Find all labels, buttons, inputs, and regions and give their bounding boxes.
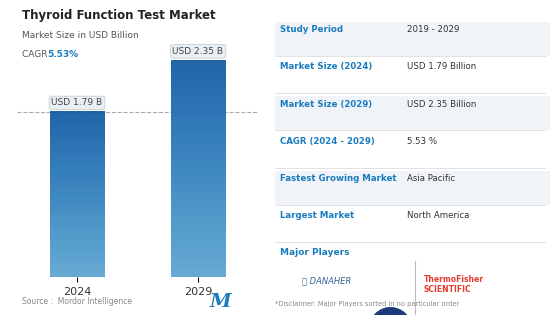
Text: Study Period: Study Period bbox=[280, 25, 344, 34]
Text: Asia Pacific: Asia Pacific bbox=[407, 174, 455, 183]
Text: Source :  Mordor Intelligence: Source : Mordor Intelligence bbox=[22, 296, 132, 306]
Text: Fastest Growing Market: Fastest Growing Market bbox=[280, 174, 397, 183]
Text: Market Size in USD Billion: Market Size in USD Billion bbox=[22, 32, 139, 41]
Text: USD 1.79 Billion: USD 1.79 Billion bbox=[407, 62, 476, 72]
Text: CAGR (2024 - 2029): CAGR (2024 - 2029) bbox=[280, 137, 375, 146]
Text: 5.53%: 5.53% bbox=[47, 50, 78, 60]
Text: *Disclaimer: Major Players sorted in no particular order: *Disclaimer: Major Players sorted in no … bbox=[275, 301, 459, 307]
Text: Major Players: Major Players bbox=[280, 248, 350, 257]
Text: 5.53 %: 5.53 % bbox=[407, 137, 437, 146]
Text: USD 1.79 B: USD 1.79 B bbox=[52, 99, 102, 107]
Text: Largest Market: Largest Market bbox=[280, 211, 355, 220]
Text: USD 2.35 Billion: USD 2.35 Billion bbox=[407, 100, 476, 109]
Text: North America: North America bbox=[407, 211, 469, 220]
Text: ThermoFisher
SCIENTIFIC: ThermoFisher SCIENTIFIC bbox=[424, 275, 483, 295]
Text: Market Size (2029): Market Size (2029) bbox=[280, 100, 373, 109]
Text: Thyroid Function Test Market: Thyroid Function Test Market bbox=[22, 9, 216, 22]
Text: Market Size (2024): Market Size (2024) bbox=[280, 62, 373, 72]
Text: 𝒟 DANAHER: 𝒟 DANAHER bbox=[302, 277, 352, 286]
Text: USD 2.35 B: USD 2.35 B bbox=[173, 47, 223, 56]
Text: 2019 - 2029: 2019 - 2029 bbox=[407, 25, 459, 34]
Text: M: M bbox=[209, 293, 231, 312]
Text: CAGR: CAGR bbox=[22, 50, 51, 60]
